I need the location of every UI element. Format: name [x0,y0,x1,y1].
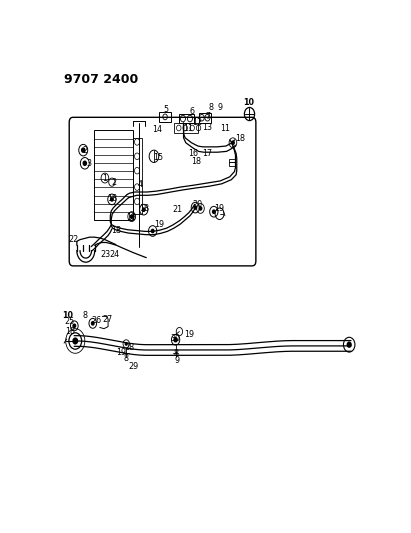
Bar [229,159,235,166]
Text: 19: 19 [215,204,225,213]
Text: 19: 19 [116,348,126,357]
Circle shape [83,161,86,165]
Text: 3: 3 [86,159,92,168]
Text: 14: 14 [152,125,162,134]
Text: 15: 15 [153,153,163,162]
Circle shape [111,198,113,201]
Text: 7: 7 [205,112,210,121]
Text: 4: 4 [137,180,143,189]
Text: 18: 18 [235,134,245,143]
Text: 18: 18 [111,225,121,235]
Bar [159,112,171,122]
Text: 30: 30 [170,334,180,343]
Text: 8: 8 [124,354,129,363]
Circle shape [82,148,85,152]
Text: 8: 8 [82,311,87,320]
Circle shape [73,324,76,327]
Text: 20: 20 [192,200,202,209]
Bar [179,114,194,123]
Text: 11: 11 [183,124,193,133]
Text: 29: 29 [128,362,139,372]
Text: 18: 18 [107,194,117,203]
Circle shape [194,206,196,209]
Text: 18: 18 [65,327,76,336]
Circle shape [151,229,154,232]
Text: 10: 10 [243,99,254,108]
Circle shape [125,343,127,345]
Text: 25: 25 [65,317,75,326]
Circle shape [174,338,177,342]
Circle shape [212,210,215,213]
Text: 18: 18 [191,157,201,166]
Circle shape [199,207,202,210]
Text: 22: 22 [69,235,79,244]
Circle shape [347,342,351,347]
Text: 28: 28 [125,343,134,352]
Circle shape [130,215,133,219]
Text: 27: 27 [102,314,112,324]
Text: 6: 6 [189,107,194,116]
Bar [133,138,141,214]
Circle shape [143,208,145,211]
Circle shape [73,338,78,344]
Text: 19: 19 [184,330,194,340]
Text: 1: 1 [102,174,107,183]
Text: 5: 5 [164,104,169,114]
Bar [95,131,133,220]
Text: 12: 12 [192,118,202,127]
Text: 17: 17 [202,149,212,158]
Text: 2: 2 [111,179,116,188]
Text: 2: 2 [82,146,88,155]
Text: 23: 23 [100,251,111,259]
Text: 19: 19 [155,220,165,229]
Text: 10: 10 [62,311,74,320]
Text: 9: 9 [218,103,223,112]
Circle shape [92,322,94,325]
Bar [199,113,210,123]
Text: 18: 18 [139,204,149,213]
Text: 26: 26 [91,316,101,325]
Text: 8: 8 [208,103,213,112]
Text: 13: 13 [203,123,212,132]
Text: 11: 11 [220,124,230,133]
Text: 16: 16 [188,149,198,158]
Bar [174,123,198,133]
Text: 8: 8 [174,349,179,358]
Text: 21: 21 [172,205,182,214]
Text: 9: 9 [175,356,180,365]
Text: 18: 18 [127,213,136,222]
Text: 24: 24 [109,251,120,259]
Circle shape [232,141,234,144]
Text: 9707 2400: 9707 2400 [64,73,139,86]
